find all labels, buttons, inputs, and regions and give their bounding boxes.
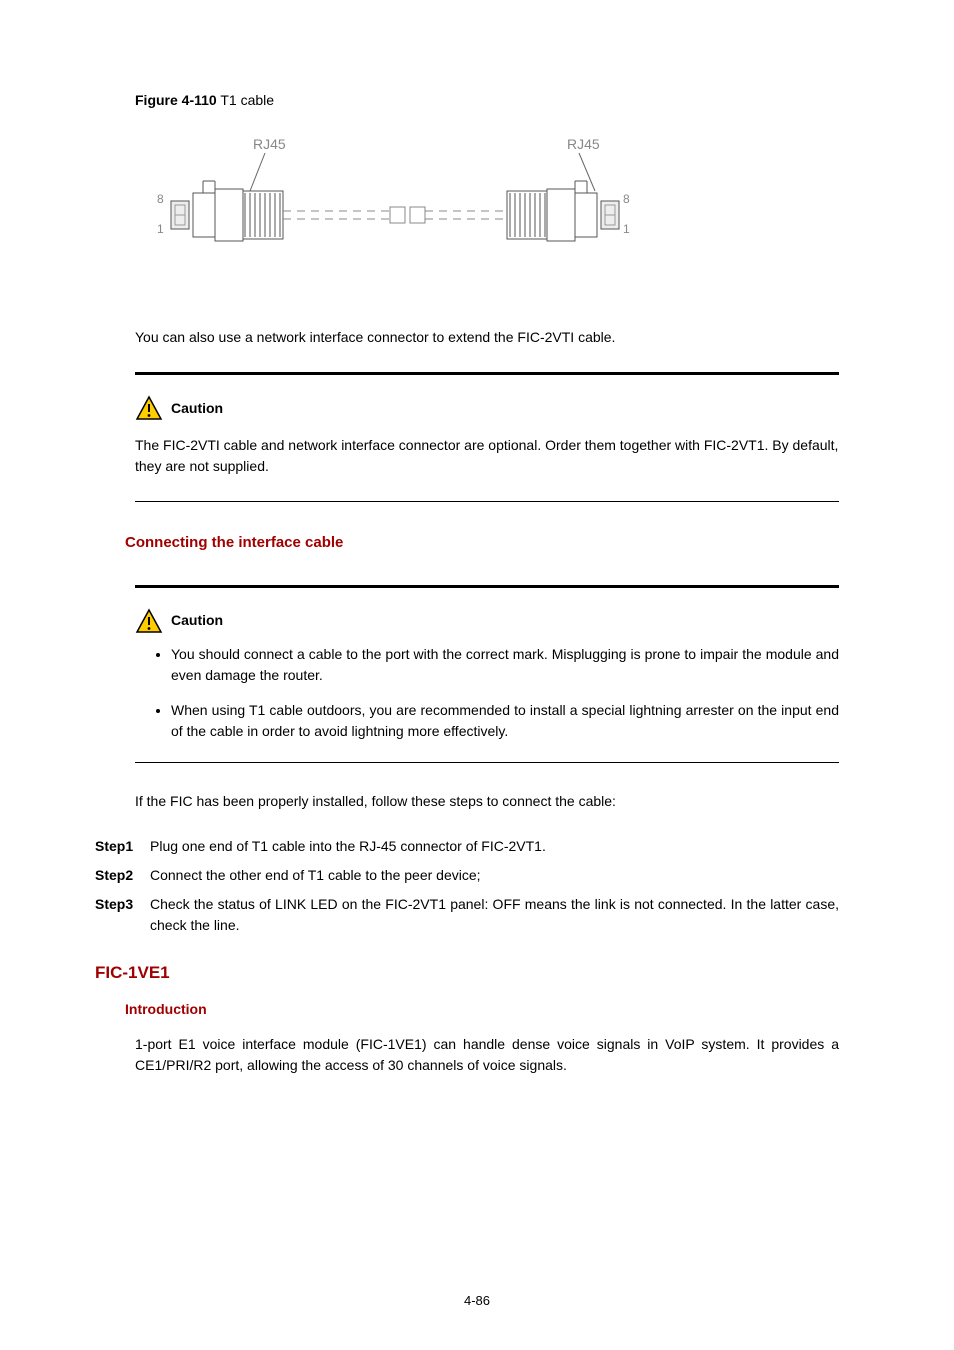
section-title: FIC-1VE1 bbox=[95, 960, 859, 986]
pre-steps-text: If the FIC has been properly installed, … bbox=[135, 791, 839, 812]
extend-text: You can also use a network interface con… bbox=[135, 327, 839, 348]
caution-2-label: Caution bbox=[171, 610, 223, 631]
rj45-right-label: RJ45 bbox=[567, 136, 600, 152]
page-number: 4-86 bbox=[0, 1291, 954, 1311]
divider-thick-2 bbox=[135, 585, 839, 588]
figure-caption: Figure 4-110 T1 cable bbox=[135, 90, 859, 111]
bullet-item: You should connect a cable to the port w… bbox=[171, 644, 839, 686]
heading-connecting: Connecting the interface cable bbox=[125, 532, 859, 555]
figure-number: Figure 4-110 bbox=[135, 92, 217, 108]
t1-cable-diagram: RJ45 RJ45 8 1 bbox=[155, 131, 859, 277]
svg-text:1: 1 bbox=[157, 222, 164, 236]
caution-icon bbox=[135, 608, 163, 634]
steps-list: Step1 Plug one end of T1 cable into the … bbox=[95, 836, 839, 936]
page-container: Figure 4-110 T1 cable RJ45 RJ45 8 1 bbox=[0, 0, 954, 1350]
divider-thick-1 bbox=[135, 372, 839, 375]
step-label: Step1 bbox=[95, 836, 150, 857]
svg-text:1: 1 bbox=[623, 222, 630, 236]
cable-svg: RJ45 RJ45 8 1 bbox=[155, 131, 635, 271]
caution-1-text: The FIC-2VTI cable and network interface… bbox=[135, 435, 839, 477]
caution-icon bbox=[135, 395, 163, 421]
caution-2-header: Caution bbox=[135, 608, 859, 634]
rj45-left-label: RJ45 bbox=[253, 136, 286, 152]
step-text: Connect the other end of T1 cable to the… bbox=[150, 865, 839, 886]
svg-text:8: 8 bbox=[157, 192, 164, 206]
step-row: Step2 Connect the other end of T1 cable … bbox=[95, 865, 839, 886]
intro-text: 1-port E1 voice interface module (FIC-1V… bbox=[135, 1034, 839, 1076]
step-label: Step3 bbox=[95, 894, 150, 936]
bullet-item: When using T1 cable outdoors, you are re… bbox=[171, 700, 839, 742]
caution-2-bullets: You should connect a cable to the port w… bbox=[151, 644, 839, 742]
divider-thin-1 bbox=[135, 501, 839, 502]
caution-1-header: Caution bbox=[135, 395, 859, 421]
step-label: Step2 bbox=[95, 865, 150, 886]
step-text: Plug one end of T1 cable into the RJ-45 … bbox=[150, 836, 839, 857]
step-text: Check the status of LINK LED on the FIC-… bbox=[150, 894, 839, 936]
step-row: Step3 Check the status of LINK LED on th… bbox=[95, 894, 839, 936]
caution-1-label: Caution bbox=[171, 398, 223, 419]
figure-title: T1 cable bbox=[217, 92, 274, 108]
divider-thin-2 bbox=[135, 762, 839, 763]
intro-heading: Introduction bbox=[125, 999, 859, 1020]
svg-text:8: 8 bbox=[623, 192, 630, 206]
step-row: Step1 Plug one end of T1 cable into the … bbox=[95, 836, 839, 857]
